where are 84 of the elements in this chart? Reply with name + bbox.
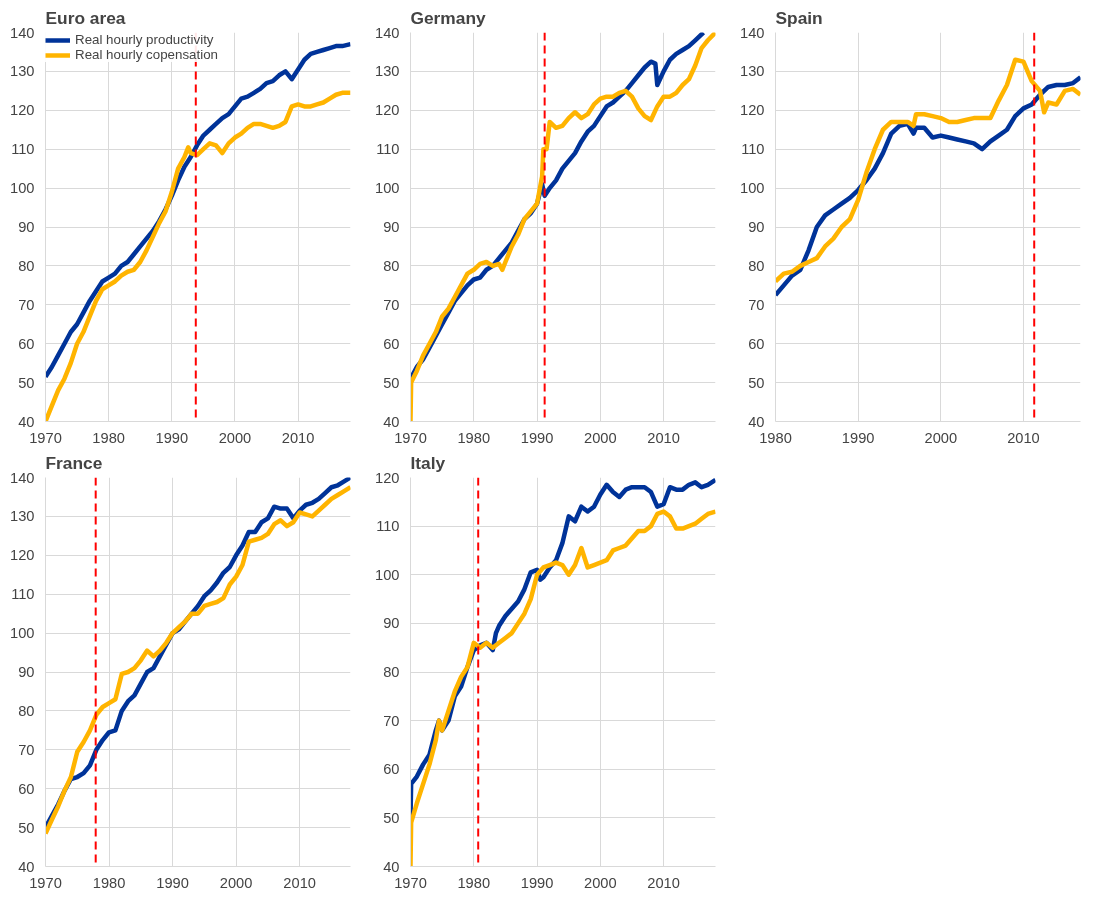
y-tick-label: 60: [383, 335, 400, 352]
y-tick-label: 70: [383, 296, 400, 313]
y-tick-label: 40: [383, 858, 400, 875]
x-tick-label: 2010: [1007, 429, 1040, 446]
x-tick-label: 1970: [29, 429, 62, 446]
chart-title: Spain: [775, 7, 823, 28]
y-tick-label: 140: [10, 469, 35, 486]
x-tick-label: 1990: [155, 429, 189, 446]
y-tick-label: 130: [10, 508, 35, 525]
y-tick-label: 140: [10, 24, 35, 41]
y-tick-label: 90: [383, 615, 400, 632]
x-tick-label: 2000: [924, 429, 958, 446]
y-tick-label: 70: [748, 296, 765, 313]
legend-label: Real hourly copensation: [75, 47, 218, 62]
x-tick-label: 2000: [218, 429, 252, 446]
y-tick-label: 120: [375, 469, 400, 486]
x-tick-label: 1990: [156, 874, 189, 891]
x-tick-label: 2000: [219, 874, 253, 891]
y-tick-label: 60: [383, 761, 400, 778]
x-tick-label: 1970: [394, 874, 427, 891]
y-tick-label: 100: [375, 566, 400, 583]
y-tick-label: 100: [10, 625, 35, 642]
chart-title: Germany: [410, 7, 486, 28]
y-tick-label: 110: [741, 141, 765, 158]
legend-label: Real hourly productivity: [75, 32, 214, 47]
y-tick-label: 60: [18, 780, 35, 797]
y-tick-label: 130: [10, 63, 35, 80]
y-tick-label: 130: [375, 63, 400, 80]
x-tick-label: 2010: [647, 874, 680, 891]
x-tick-label: 1990: [841, 429, 875, 446]
y-tick-label: 130: [740, 63, 765, 80]
y-tick-label: 120: [740, 102, 765, 119]
y-tick-label: 60: [748, 335, 765, 352]
x-tick-label: 1970: [29, 874, 62, 891]
y-tick-label: 110: [11, 586, 35, 603]
x-tick-label: 2010: [283, 874, 316, 891]
y-tick-label: 100: [10, 180, 35, 197]
y-tick-label: 110: [376, 518, 400, 535]
y-tick-label: 70: [18, 741, 35, 758]
y-tick-label: 90: [383, 219, 400, 235]
x-tick-label: 2010: [281, 429, 315, 446]
y-tick-label: 50: [383, 374, 400, 391]
y-tick-label: 100: [740, 180, 765, 197]
x-tick-label: 1980: [92, 429, 125, 446]
y-tick-label: 110: [376, 141, 400, 158]
y-tick-label: 50: [748, 374, 765, 391]
y-tick-label: 70: [383, 712, 400, 729]
y-tick-label: 90: [18, 664, 35, 680]
y-tick-label: 50: [18, 819, 35, 836]
y-tick-label: 50: [18, 374, 35, 391]
y-tick-label: 80: [383, 257, 400, 274]
y-tick-label: 40: [748, 413, 765, 430]
y-tick-label: 80: [748, 257, 765, 274]
chart-title: France: [45, 452, 103, 473]
y-tick-label: 140: [375, 24, 400, 41]
y-tick-label: 50: [383, 809, 400, 826]
chart-title: Euro area: [45, 7, 126, 28]
y-tick-label: 40: [18, 413, 35, 430]
y-tick-label: 110: [11, 141, 35, 158]
y-tick-label: 120: [10, 547, 35, 564]
x-tick-label: 1970: [394, 429, 427, 446]
y-tick-label: 40: [383, 413, 400, 430]
x-tick-label: 1980: [92, 874, 126, 891]
y-tick-label: 70: [18, 296, 35, 313]
y-tick-label: 90: [18, 219, 35, 235]
x-tick-label: 2000: [584, 429, 617, 446]
y-tick-label: 90: [748, 219, 765, 235]
y-tick-label: 80: [18, 257, 35, 274]
y-tick-label: 120: [375, 102, 400, 119]
y-tick-label: 80: [18, 702, 35, 719]
x-tick-label: 1990: [520, 874, 554, 891]
y-tick-label: 120: [10, 102, 35, 119]
x-tick-label: 1980: [457, 429, 491, 446]
y-tick-label: 140: [740, 24, 765, 41]
x-tick-label: 2010: [647, 429, 680, 446]
y-tick-label: 60: [18, 335, 35, 352]
y-tick-label: 80: [383, 664, 400, 680]
y-tick-label: 40: [18, 858, 35, 875]
x-tick-label: 1990: [520, 429, 554, 446]
x-tick-label: 1980: [759, 429, 792, 446]
chart-title: Italy: [410, 452, 446, 473]
x-tick-label: 1980: [457, 874, 491, 891]
y-tick-label: 100: [375, 180, 400, 197]
x-tick-label: 2000: [584, 874, 617, 891]
